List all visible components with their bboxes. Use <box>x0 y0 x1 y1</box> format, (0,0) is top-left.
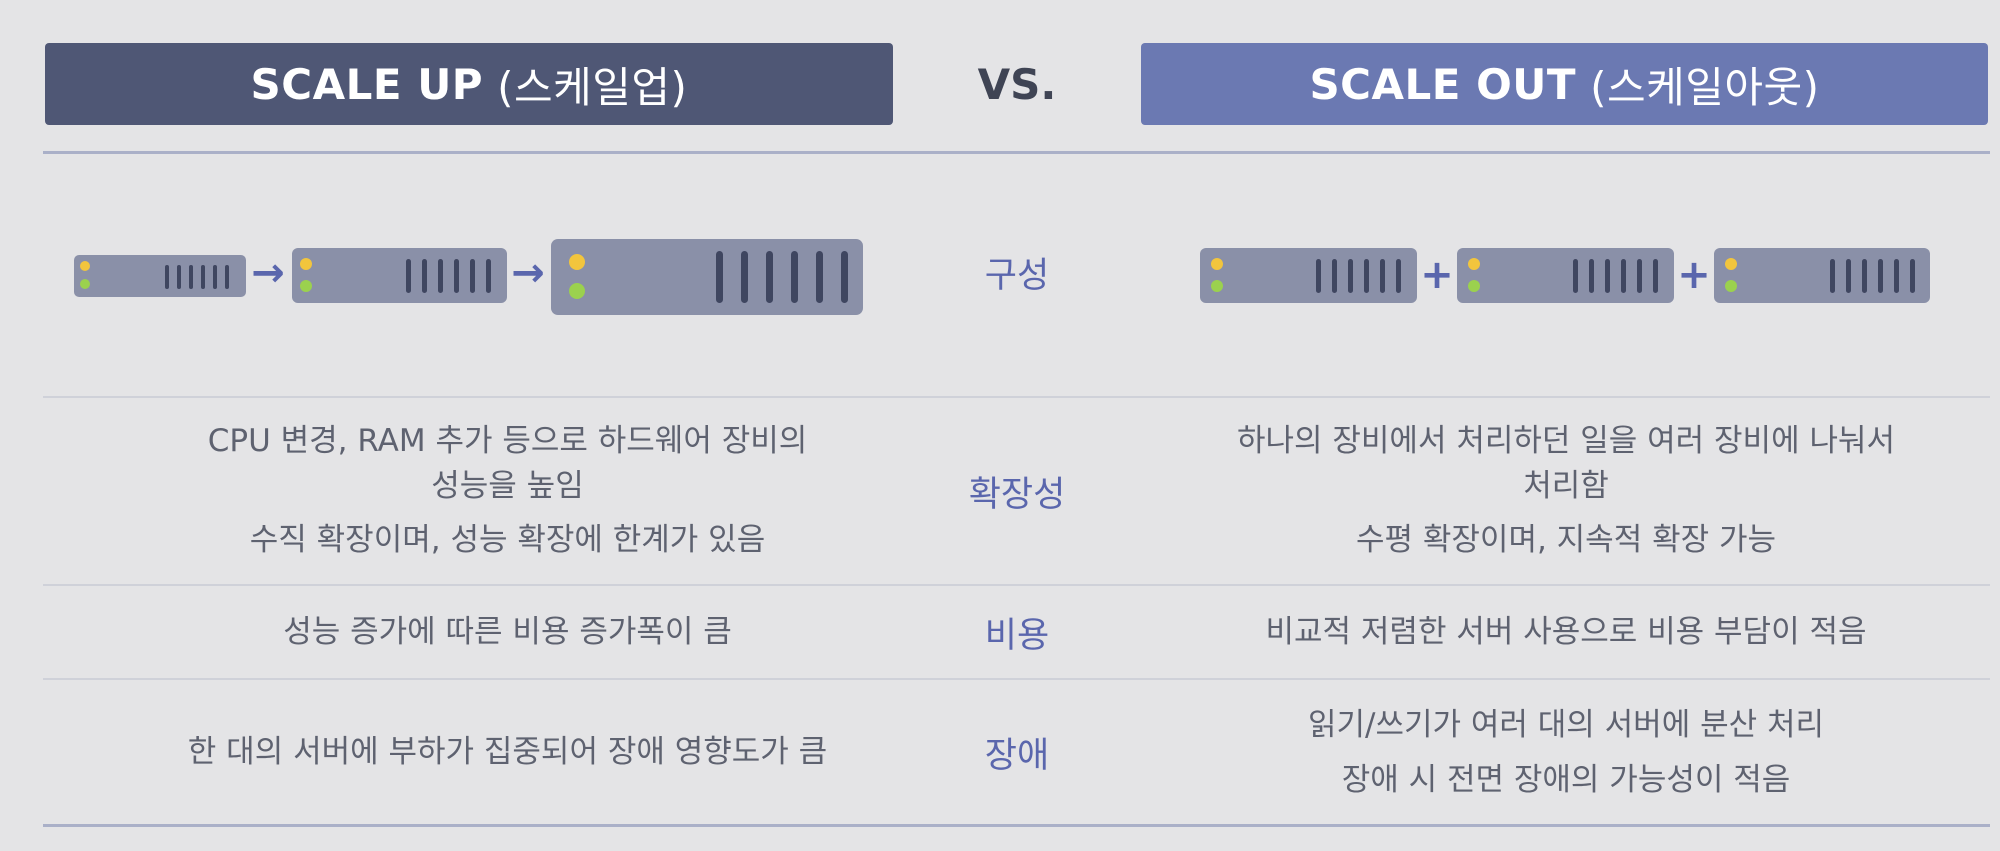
text-line: 수직 확장이며, 성능 확장에 한계가 있음 <box>249 522 766 559</box>
server-vent <box>422 259 427 293</box>
scale-up-subtitle: (스케일업) <box>497 62 688 112</box>
scale-out-subtitle: (스케일아웃) <box>1590 62 1820 112</box>
server-vent <box>1332 259 1337 293</box>
text-line: 수평 확장이며, 지속적 확장 가능 <box>1355 522 1777 559</box>
text-line: 성능 증가에 따른 비용 증가폭이 큼 <box>283 613 732 650</box>
arrow-icon: → <box>511 250 545 296</box>
server-vent <box>225 265 229 289</box>
scale-out-servers: + + <box>1200 248 1930 303</box>
header-underline <box>43 151 1990 154</box>
server-vent <box>470 259 475 293</box>
server-vent <box>816 251 823 303</box>
server-icon <box>1714 248 1930 303</box>
row-label-composition: 구성 <box>984 255 1050 296</box>
arrow-icon: → <box>251 250 285 296</box>
server-vent <box>741 251 748 303</box>
server-vent <box>1910 259 1915 293</box>
scale-up-scalability: CPU 변경, RAM 추가 등으로 하드웨어 장비의 성능을 높임 수직 확장… <box>45 398 970 584</box>
plus-icon: + <box>1677 252 1711 298</box>
server-vent <box>213 265 217 289</box>
server-vent <box>1862 259 1867 293</box>
server-vent <box>201 265 205 289</box>
table-bottom-line <box>43 824 1990 827</box>
server-icon <box>74 255 246 297</box>
server-icon <box>551 239 863 315</box>
text-line: 처리함 <box>1523 467 1609 504</box>
server-vent <box>791 251 798 303</box>
server-vent <box>1653 259 1658 293</box>
server-vent <box>454 259 459 293</box>
server-vent <box>438 259 443 293</box>
server-vent <box>1878 259 1883 293</box>
scale-out-header: SCALE OUT (스케일아웃) <box>1141 43 1988 125</box>
server-icon <box>1457 248 1674 303</box>
row-divider <box>43 678 1990 680</box>
scale-out-title: SCALE OUT <box>1309 59 1577 109</box>
scale-out-failure: 읽기/쓰기가 여러 대의 서버에 분산 처리 장애 시 전면 장애의 가능성이 … <box>1141 680 1991 825</box>
server-vent <box>1605 259 1610 293</box>
server-vent <box>1348 259 1353 293</box>
plus-icon: + <box>1420 252 1454 298</box>
text-line: 성능을 높임 <box>431 467 584 504</box>
server-vent <box>766 251 773 303</box>
server-vent <box>165 265 169 289</box>
server-vent <box>406 259 411 293</box>
server-vent <box>1573 259 1578 293</box>
vs-label: VS. <box>977 59 1057 109</box>
server-vent <box>1894 259 1899 293</box>
server-vent <box>716 251 723 303</box>
server-vent <box>189 265 193 289</box>
row-label-scalability: 확장성 <box>968 474 1066 515</box>
text-line: 장애 시 전면 장애의 가능성이 적음 <box>1341 761 1791 798</box>
text-line: 비교적 저렴한 서버 사용으로 비용 부담이 적음 <box>1265 613 1867 650</box>
text-line: CPU 변경, RAM 추가 등으로 하드웨어 장비의 <box>207 422 808 459</box>
server-vent <box>841 251 848 303</box>
server-vent <box>1621 259 1626 293</box>
server-icon <box>1200 248 1417 303</box>
scale-up-header: SCALE UP (스케일업) <box>45 43 893 125</box>
scale-up-servers: → → <box>74 239 863 315</box>
server-vent <box>1380 259 1385 293</box>
text-line: 하나의 장비에서 처리하던 일을 여러 장비에 나눠서 <box>1236 422 1896 459</box>
server-vent <box>1830 259 1835 293</box>
scale-out-cost: 비교적 저렴한 서버 사용으로 비용 부담이 적음 <box>1141 586 1991 678</box>
row-divider <box>43 584 1990 586</box>
server-vent <box>1364 259 1369 293</box>
scale-up-failure: 한 대의 서버에 부하가 집중되어 장애 영향도가 큼 <box>45 680 970 825</box>
server-vent <box>1589 259 1594 293</box>
scale-up-cost: 성능 증가에 따른 비용 증가폭이 큼 <box>45 586 970 678</box>
scale-up-title: SCALE UP <box>250 59 484 109</box>
server-icon <box>292 248 507 303</box>
server-vent <box>486 259 491 293</box>
server-vent <box>1316 259 1321 293</box>
server-vent <box>1396 259 1401 293</box>
server-vent <box>1637 259 1642 293</box>
text-line: 한 대의 서버에 부하가 집중되어 장애 영향도가 큼 <box>187 734 828 771</box>
scale-out-scalability: 하나의 장비에서 처리하던 일을 여러 장비에 나눠서 처리함 수평 확장이며,… <box>1141 398 1991 584</box>
server-vent <box>177 265 181 289</box>
row-label-failure: 장애 <box>984 736 1050 776</box>
server-vent <box>1846 259 1851 293</box>
row-label-cost: 비용 <box>984 615 1050 656</box>
row-divider <box>43 396 1990 398</box>
text-line: 읽기/쓰기가 여러 대의 서버에 분산 처리 <box>1307 706 1825 743</box>
